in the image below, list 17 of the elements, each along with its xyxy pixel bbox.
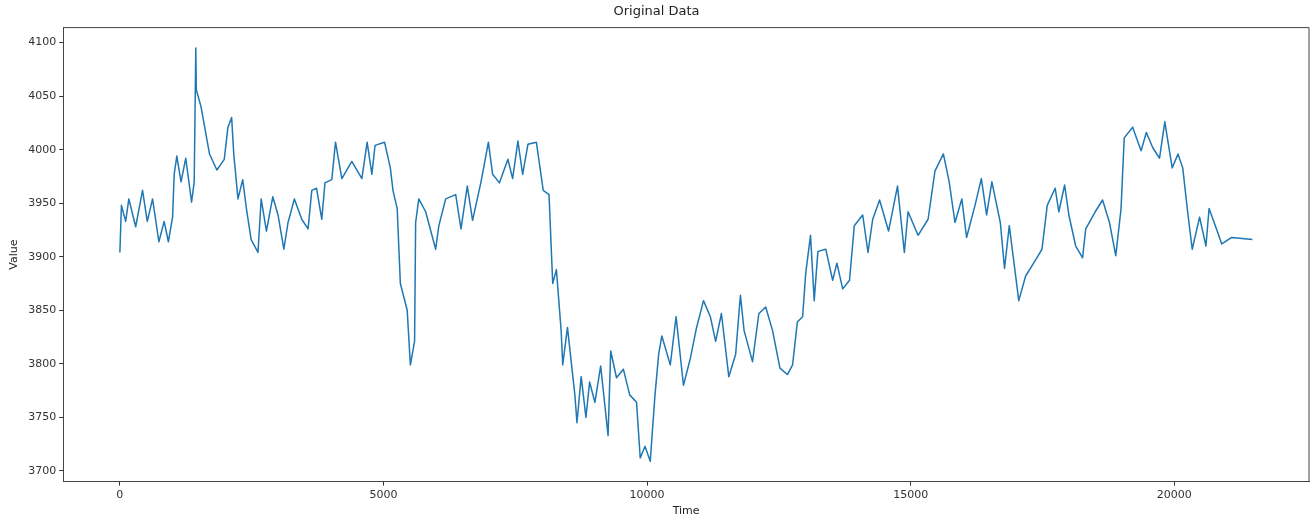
x-tick-label: 20000 bbox=[1156, 488, 1192, 502]
chart-title: Original Data bbox=[613, 3, 700, 19]
y-tick-label: 4100 bbox=[28, 35, 57, 49]
y-tick-label: 3950 bbox=[28, 196, 57, 210]
y-tick-label: 3800 bbox=[28, 356, 57, 370]
y-tick-label: 4050 bbox=[28, 88, 57, 102]
y-tick-label: 3850 bbox=[28, 303, 57, 317]
y-tick-label: 3900 bbox=[28, 249, 57, 263]
x-tick-label: 15000 bbox=[893, 488, 929, 502]
y-tick-label: 3750 bbox=[28, 410, 57, 424]
x-tick-label: 10000 bbox=[629, 488, 665, 502]
x-axis-title: Time bbox=[671, 504, 700, 518]
y-tick-label: 4000 bbox=[28, 142, 57, 156]
y-axis-title: Value bbox=[7, 239, 21, 270]
y-tick-label: 3700 bbox=[28, 463, 57, 477]
x-tick-label: 5000 bbox=[369, 488, 398, 502]
x-tick-label: 0 bbox=[116, 488, 124, 502]
